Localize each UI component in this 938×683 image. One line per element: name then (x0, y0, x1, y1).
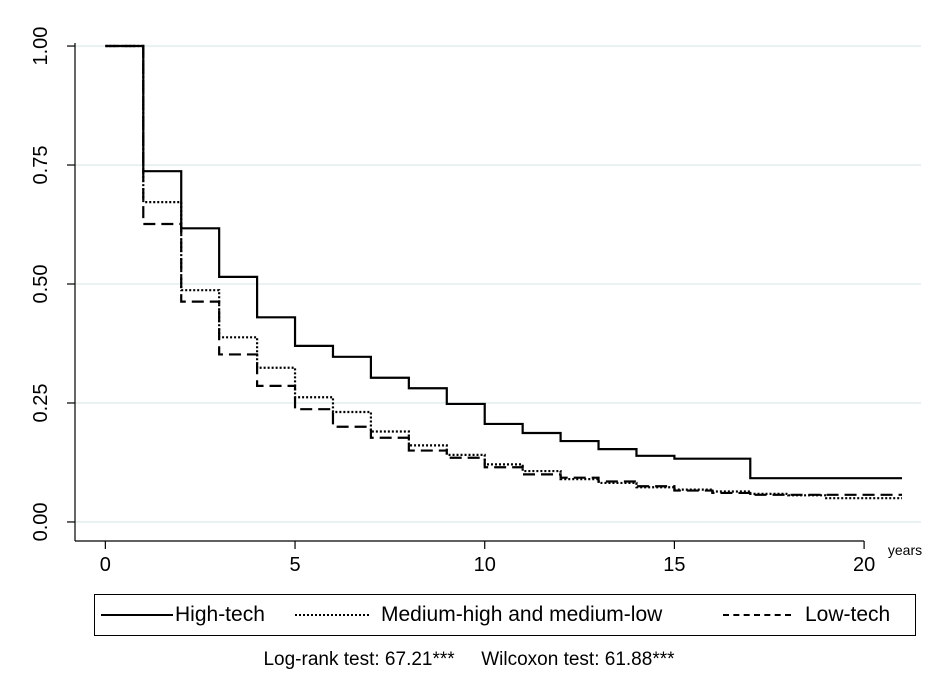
x-axis-title: years (888, 542, 922, 558)
logrank-test-text: Log-rank test: 67.21*** (263, 649, 455, 670)
wilcoxon-test-text: Wilcoxon test: 61.88*** (481, 649, 675, 670)
x-tick-label: 15 (663, 554, 685, 576)
series-line-solid (105, 44, 903, 480)
x-tick-label: 20 (853, 554, 875, 576)
x-tick-label: 10 (474, 554, 496, 576)
series-line-dotted (105, 44, 903, 500)
legend-swatch-dashed (723, 614, 791, 616)
gridlines (75, 45, 921, 523)
y-tick-label: 0.50 (30, 265, 52, 304)
legend-item-high-tech: High-tech (101, 595, 265, 635)
legend-item-low-tech: Low-tech (723, 595, 890, 635)
legend-item-medium: Medium-high and medium-low (295, 595, 662, 635)
series-lines (105, 44, 903, 500)
series-line-dashed (105, 44, 903, 496)
y-tick-label: 0.75 (30, 146, 52, 185)
y-tick-label: 0.00 (30, 502, 52, 541)
legend-swatch-solid (101, 614, 173, 616)
test-statistics-note: Log-rank test: 67.21*** Wilcoxon test: 6… (0, 649, 938, 671)
x-tick-label: 0 (100, 554, 111, 576)
axes: 0.00 0.25 0.50 0.75 1.00 0 5 10 15 20 years (30, 27, 922, 576)
legend-swatch-dotted (295, 614, 369, 616)
legend-label: High-tech (175, 603, 265, 626)
x-tick-label: 5 (289, 554, 300, 576)
legend: High-tech Medium-high and medium-low Low… (94, 594, 916, 636)
legend-label: Medium-high and medium-low (381, 603, 663, 626)
y-tick-label: 0.25 (30, 384, 52, 423)
legend-label: Low-tech (805, 603, 891, 626)
y-tick-label: 1.00 (30, 27, 52, 66)
